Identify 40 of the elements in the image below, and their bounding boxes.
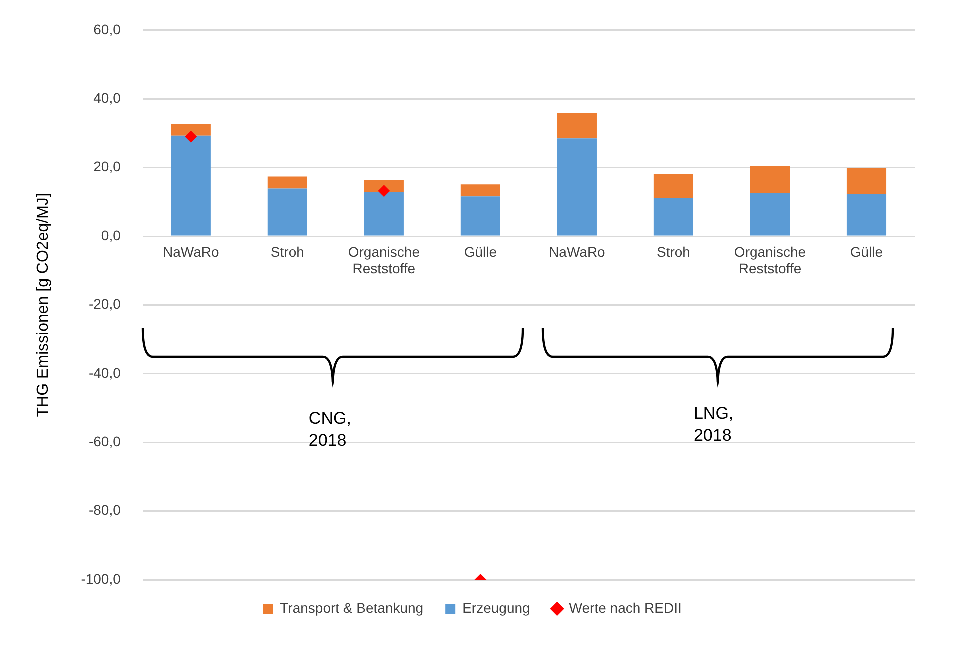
bar — [750, 166, 790, 194]
bar — [460, 196, 500, 236]
x-tick-label: Stroh — [656, 244, 690, 260]
bar — [846, 194, 887, 236]
y-tick-label: 0,0 — [101, 227, 122, 244]
x-tick-label: Stroh — [270, 244, 304, 260]
y-tick-label: -40,0 — [88, 364, 122, 381]
point — [185, 130, 198, 143]
x-tick-label: NaWaRo — [163, 244, 220, 260]
bar — [268, 188, 308, 236]
y-tick-label: 60,0 — [94, 21, 122, 38]
bar — [654, 174, 694, 198]
x-tick-label: NaWaRo — [549, 244, 606, 260]
bar — [654, 198, 694, 236]
legend-label: Erzeugung — [462, 600, 530, 616]
x-tick-label: Gülle — [464, 244, 498, 260]
annotation: CNG, 2018 — [308, 408, 352, 452]
bar — [557, 113, 597, 139]
y-tick-label: -80,0 — [88, 502, 122, 518]
bar — [171, 136, 211, 236]
y-tick-label: -60,0 — [88, 433, 122, 450]
x-tick-label: Organische Reststoffe — [348, 244, 420, 277]
y-tick-label: 40,0 — [94, 90, 122, 106]
bar — [750, 193, 790, 236]
y-tick-label: -20,0 — [88, 296, 122, 312]
legend-label: Transport & Betankung — [280, 600, 424, 616]
bar — [846, 168, 887, 194]
point — [378, 185, 390, 198]
bar — [364, 192, 404, 236]
bar — [171, 124, 211, 136]
y-tick-label: 20,0 — [94, 158, 122, 175]
y-tick-label: -100,0 — [81, 570, 122, 587]
x-tick-label: Organische Reststoffe — [734, 244, 806, 277]
bar — [268, 176, 308, 189]
annotation: LNG, 2018 — [694, 403, 735, 447]
x-tick-label: Gülle — [850, 244, 884, 260]
legend-label: Werte nach REDII — [569, 600, 682, 616]
bar — [557, 138, 597, 236]
y-axis-title: THG Emissionen [g CO2eq/MJ] — [35, 193, 52, 418]
bar — [460, 184, 500, 197]
